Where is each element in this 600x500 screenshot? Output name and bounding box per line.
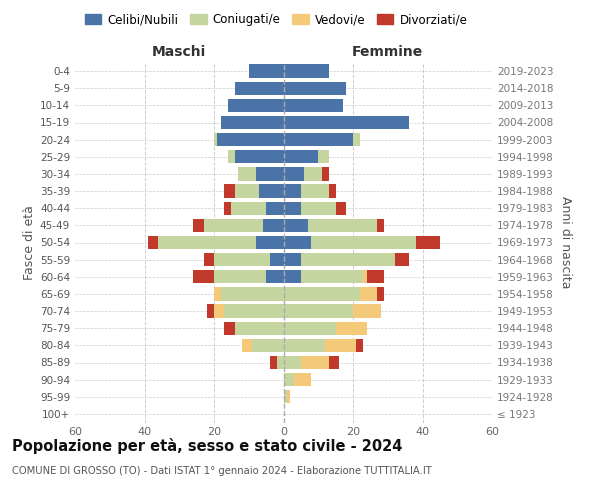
Bar xyxy=(284,150,318,164)
Bar xyxy=(284,64,329,78)
Y-axis label: Fasce di età: Fasce di età xyxy=(23,205,36,280)
Bar xyxy=(284,270,301,283)
Y-axis label: Anni di nascita: Anni di nascita xyxy=(559,196,572,289)
Bar xyxy=(214,270,266,283)
Bar xyxy=(308,218,377,232)
Bar xyxy=(263,218,284,232)
Bar xyxy=(301,184,329,198)
Bar xyxy=(228,150,235,164)
Bar xyxy=(207,304,214,318)
Bar xyxy=(228,98,284,112)
Bar xyxy=(353,304,381,318)
Bar xyxy=(377,287,384,300)
Bar xyxy=(367,270,384,283)
Bar xyxy=(259,184,284,198)
Bar xyxy=(224,184,235,198)
Bar xyxy=(329,356,339,369)
Bar xyxy=(335,322,367,335)
Bar xyxy=(242,338,252,352)
Bar xyxy=(325,338,356,352)
Bar xyxy=(284,184,301,198)
Bar xyxy=(284,373,294,386)
Bar xyxy=(287,390,290,404)
Text: Maschi: Maschi xyxy=(152,45,206,59)
Bar xyxy=(235,184,259,198)
Bar xyxy=(256,167,284,180)
Bar xyxy=(256,236,284,249)
Bar xyxy=(335,202,346,215)
Bar xyxy=(284,202,301,215)
Bar xyxy=(360,287,377,300)
Bar xyxy=(284,218,308,232)
Bar xyxy=(284,167,304,180)
Bar xyxy=(266,270,284,283)
Bar xyxy=(235,82,284,95)
Bar xyxy=(329,184,335,198)
Bar xyxy=(301,253,395,266)
Legend: Celibi/Nubili, Coniugati/e, Vedovi/e, Divorziati/e: Celibi/Nubili, Coniugati/e, Vedovi/e, Di… xyxy=(80,8,472,31)
Bar xyxy=(148,236,158,249)
Bar xyxy=(294,373,311,386)
Bar xyxy=(284,390,287,404)
Text: COMUNE DI GROSSO (TO) - Dati ISTAT 1° gennaio 2024 - Elaborazione TUTTITALIA.IT: COMUNE DI GROSSO (TO) - Dati ISTAT 1° ge… xyxy=(12,466,432,476)
Bar xyxy=(193,270,214,283)
Bar xyxy=(269,253,284,266)
Bar xyxy=(203,253,214,266)
Bar xyxy=(284,253,301,266)
Bar xyxy=(364,270,367,283)
Bar xyxy=(395,253,409,266)
Bar xyxy=(235,150,284,164)
Bar xyxy=(235,322,284,335)
Bar xyxy=(214,287,221,300)
Bar xyxy=(203,218,263,232)
Bar xyxy=(284,116,409,129)
Bar xyxy=(284,338,325,352)
Bar xyxy=(221,287,284,300)
Bar xyxy=(214,133,217,146)
Bar xyxy=(238,167,256,180)
Bar xyxy=(356,338,364,352)
Bar xyxy=(224,202,232,215)
Bar xyxy=(284,356,301,369)
Bar xyxy=(284,133,353,146)
Bar xyxy=(284,98,343,112)
Bar xyxy=(284,322,335,335)
Bar xyxy=(269,356,277,369)
Bar xyxy=(249,64,284,78)
Bar xyxy=(158,236,256,249)
Bar xyxy=(214,253,269,266)
Bar xyxy=(284,287,360,300)
Bar xyxy=(353,133,360,146)
Bar xyxy=(301,202,335,215)
Bar xyxy=(266,202,284,215)
Bar xyxy=(304,167,322,180)
Bar xyxy=(311,236,416,249)
Bar xyxy=(416,236,440,249)
Bar xyxy=(284,304,353,318)
Bar xyxy=(224,304,284,318)
Bar xyxy=(252,338,284,352)
Bar xyxy=(284,82,346,95)
Bar xyxy=(301,270,364,283)
Bar xyxy=(322,167,329,180)
Bar xyxy=(221,116,284,129)
Text: Popolazione per età, sesso e stato civile - 2024: Popolazione per età, sesso e stato civil… xyxy=(12,438,403,454)
Bar xyxy=(301,356,329,369)
Bar xyxy=(224,322,235,335)
Bar xyxy=(284,236,311,249)
Bar xyxy=(214,304,224,318)
Text: Femmine: Femmine xyxy=(352,45,424,59)
Bar xyxy=(193,218,203,232)
Bar xyxy=(318,150,329,164)
Bar xyxy=(277,356,284,369)
Bar xyxy=(377,218,384,232)
Bar xyxy=(232,202,266,215)
Bar xyxy=(217,133,284,146)
